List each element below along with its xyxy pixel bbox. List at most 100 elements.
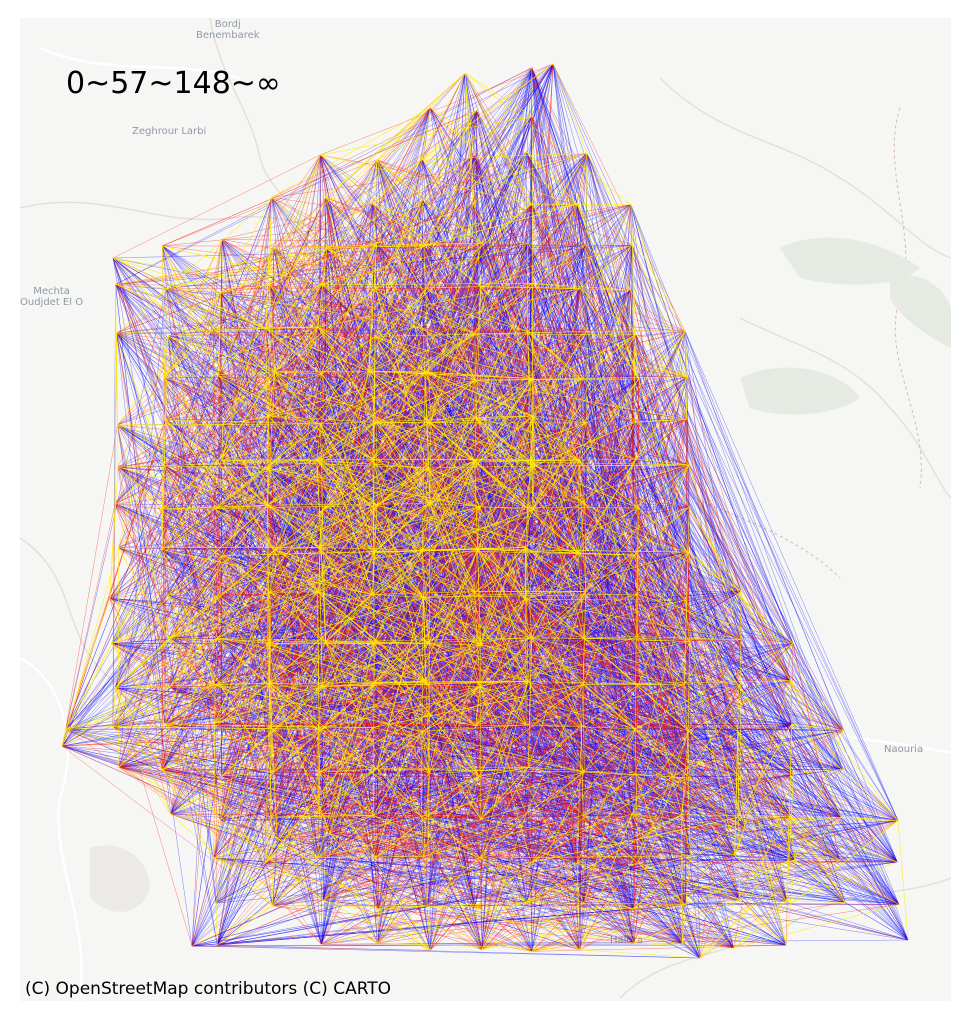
flow-line-mid (376, 768, 735, 856)
flow-line-near (474, 333, 688, 377)
flow-line-near (699, 816, 791, 959)
flow-line-mid (531, 944, 787, 952)
flow-line-near (375, 110, 477, 289)
flow-line-near (632, 813, 735, 856)
flow-line-near (526, 724, 636, 730)
flow-line-mid (527, 242, 579, 554)
flow-line-near (222, 424, 320, 548)
flow-line-near (115, 687, 163, 771)
flow-line-mid (480, 590, 742, 645)
flow-line-far (531, 67, 685, 686)
flow-line-near (117, 466, 268, 506)
flow-line-near (271, 107, 431, 198)
flow-line-near (213, 857, 428, 907)
flow-line-near (423, 154, 475, 247)
flow-line-mid (684, 600, 791, 817)
flow-line-mid (117, 467, 170, 688)
flow-line-near (373, 815, 527, 903)
flow-line-near (65, 549, 163, 730)
flow-line-mid (368, 155, 475, 372)
flow-line-near (475, 591, 586, 727)
flow-line-near (318, 547, 424, 598)
flow-line-near (480, 813, 633, 859)
flow-line-mid (376, 505, 685, 686)
flow-line-near (271, 197, 376, 289)
flow-line-near (584, 331, 686, 505)
flow-line-mid (525, 334, 636, 548)
flow-line-near (218, 375, 378, 506)
flow-line-near (325, 197, 424, 329)
flow-line-near (476, 110, 532, 205)
flow-line-mid (481, 724, 527, 950)
flow-line-mid (473, 155, 586, 505)
flow-line-near (61, 637, 218, 747)
flow-line-mid (425, 681, 483, 950)
flow-line-near (376, 768, 527, 903)
flow-line-near (162, 245, 219, 376)
flow-line-mid (532, 415, 690, 642)
flow-line-near (632, 813, 840, 861)
flow-line-mid (65, 503, 116, 730)
flow-line-near (215, 857, 319, 904)
flow-line-near (479, 686, 527, 815)
flow-line-near (65, 686, 170, 730)
flow-line-near (368, 283, 533, 372)
flow-line-mid (684, 600, 738, 818)
flow-line-near (372, 460, 475, 595)
flow-line-mid (477, 549, 636, 729)
flow-line-far (631, 376, 688, 814)
flow-line-near (268, 415, 321, 425)
flow-line-near (638, 378, 689, 553)
flow-line-near (530, 728, 636, 863)
flow-line-mid (213, 110, 477, 329)
flow-line-mid (474, 591, 843, 770)
flow-line-near (634, 773, 701, 959)
flow-line-near (552, 63, 588, 154)
flow-line-near (464, 72, 474, 205)
flow-line-near (634, 685, 739, 730)
flow-line-mid (270, 505, 378, 818)
flow-line-mid (220, 684, 584, 821)
map-canvas[interactable]: Bordj Benembarek Zeghrour Larbi Mechta O… (20, 18, 951, 1001)
flow-line-near (683, 552, 689, 686)
flow-line-near (582, 814, 686, 905)
flow-line-mid (165, 107, 431, 421)
flow-line-near (218, 247, 275, 376)
flow-line-mid (583, 730, 844, 904)
flow-line-mid (481, 816, 791, 950)
flow-line-mid (585, 245, 633, 592)
flow-line-near (841, 816, 899, 821)
flow-line-mid (117, 287, 427, 426)
flow-line-mid (111, 643, 422, 817)
flow-line-mid (638, 378, 686, 601)
flow-line-far (585, 244, 794, 644)
flow-line-near (269, 591, 423, 732)
flow-line-mid (421, 816, 683, 945)
flow-line-mid (372, 639, 742, 728)
flow-line-mid (321, 284, 639, 380)
flow-line-mid (161, 769, 322, 945)
flow-line-near (375, 287, 424, 329)
flow-line-near (117, 424, 275, 551)
flow-line-near (789, 816, 840, 861)
flow-line-near (167, 335, 216, 509)
flow-line-near (423, 773, 430, 857)
flow-line-mid (164, 465, 326, 642)
flow-line-mid (373, 333, 476, 553)
flow-line-near (423, 856, 634, 910)
flow-line-near (793, 768, 843, 775)
flow-line-mid (531, 820, 899, 952)
flow-line-mid (213, 857, 580, 951)
flow-line-near (733, 820, 899, 949)
flow-line-mid (376, 243, 481, 645)
flow-line-mid (377, 908, 634, 944)
flow-line-mid (325, 641, 483, 950)
flow-line-mid (191, 945, 431, 951)
flow-line-near (585, 244, 639, 380)
flow-line-near (164, 724, 266, 864)
flow-line-mid (111, 643, 374, 816)
flow-line-mid (116, 332, 377, 423)
flow-line-near (480, 857, 585, 904)
flow-line-near (633, 855, 691, 910)
flow-line-mid (267, 154, 321, 469)
